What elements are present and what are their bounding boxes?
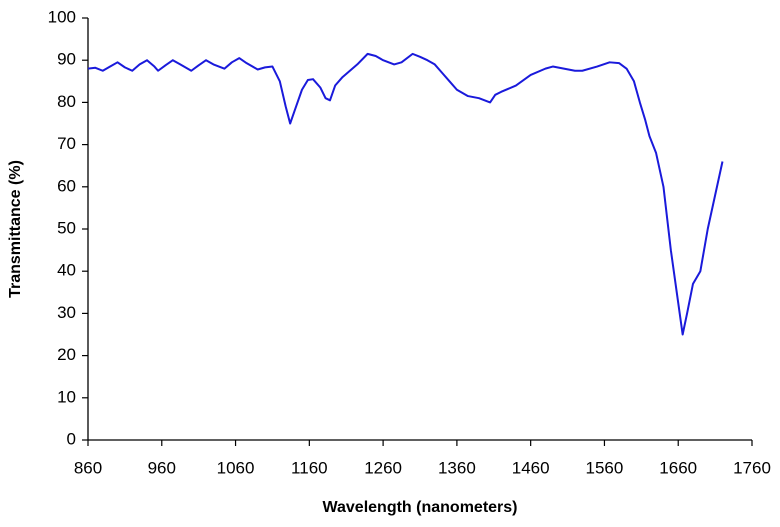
y-tick-label: 50 bbox=[57, 218, 76, 237]
x-tick-label: 1360 bbox=[438, 458, 476, 477]
x-tick-label: 1260 bbox=[364, 458, 402, 477]
y-tick-label: 90 bbox=[57, 50, 76, 69]
y-tick-label: 100 bbox=[48, 7, 76, 26]
y-tick-label: 70 bbox=[57, 134, 76, 153]
x-tick-label: 1760 bbox=[733, 458, 771, 477]
x-tick-label: 1460 bbox=[512, 458, 550, 477]
y-tick-label: 10 bbox=[57, 387, 76, 406]
y-tick-label: 80 bbox=[57, 92, 76, 111]
y-axis-title: Transmittance (%) bbox=[7, 160, 24, 298]
x-axis-title: Wavelength (nanometers) bbox=[323, 499, 518, 516]
x-tick-label: 1560 bbox=[586, 458, 624, 477]
x-tick-label: 1660 bbox=[659, 458, 697, 477]
y-tick-label: 20 bbox=[57, 345, 76, 364]
data-line bbox=[87, 52, 724, 336]
y-tick-label: 40 bbox=[57, 261, 76, 280]
x-tick-label: 1060 bbox=[217, 458, 255, 477]
y-tick-label: 30 bbox=[57, 303, 76, 322]
x-tick-label: 860 bbox=[74, 458, 102, 477]
y-tick-label: 60 bbox=[57, 176, 76, 195]
y-tick-label: 0 bbox=[67, 429, 76, 448]
x-tick-label: 1160 bbox=[291, 458, 328, 477]
x-tick-label: 960 bbox=[148, 458, 176, 477]
